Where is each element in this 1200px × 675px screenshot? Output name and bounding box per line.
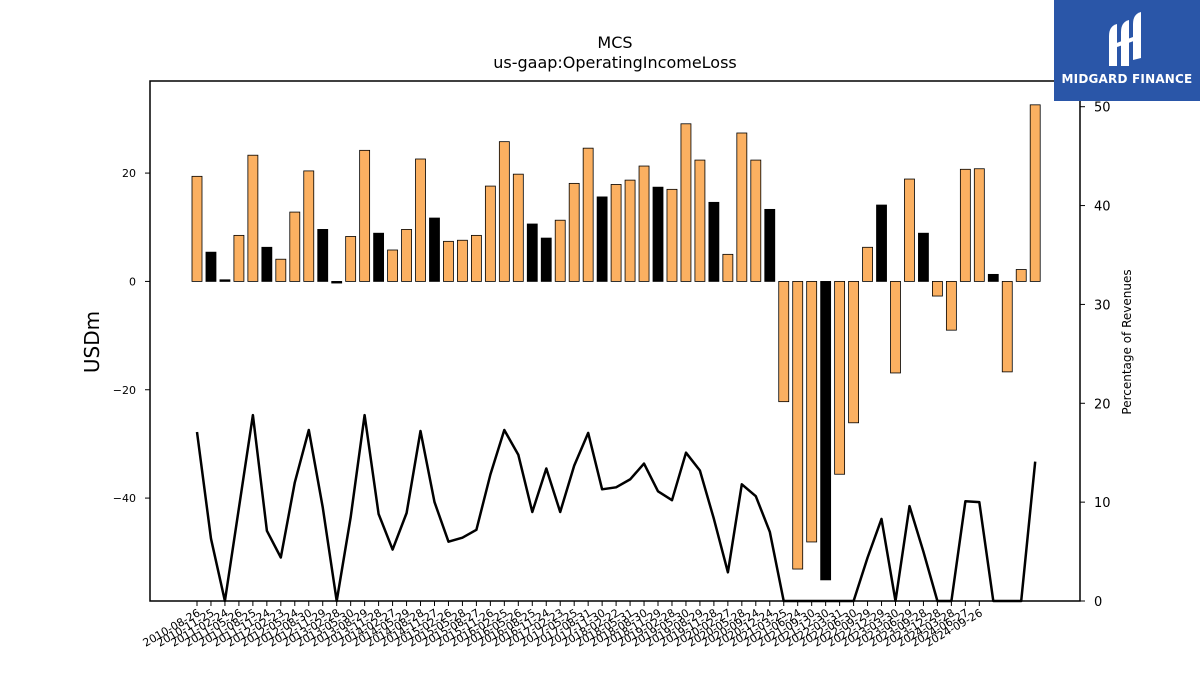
bar bbox=[736, 132, 748, 282]
midgard-logo-icon bbox=[1109, 12, 1141, 66]
y2-tick-label: 50 bbox=[1094, 101, 1111, 116]
bars-layer bbox=[191, 104, 1041, 581]
midgard-finance-logo: MIDGARD FINANCE bbox=[1054, 0, 1200, 101]
bar bbox=[415, 158, 426, 282]
bar bbox=[512, 173, 524, 282]
bar bbox=[652, 186, 664, 282]
y-axis-label: USDm bbox=[80, 311, 104, 373]
bar bbox=[722, 253, 734, 282]
bar bbox=[443, 240, 454, 282]
bar bbox=[568, 182, 580, 282]
bar bbox=[401, 229, 412, 282]
bar bbox=[540, 237, 552, 282]
bar bbox=[345, 236, 357, 282]
y-tick-label: −40 bbox=[113, 492, 136, 505]
chart-title: MCS bbox=[597, 33, 632, 52]
bar bbox=[582, 147, 594, 282]
bar bbox=[638, 165, 650, 282]
bar bbox=[932, 281, 943, 297]
bar bbox=[708, 201, 720, 282]
y2-tick-label: 10 bbox=[1094, 496, 1111, 511]
y-tick-label: 20 bbox=[122, 167, 136, 180]
bar bbox=[890, 281, 901, 374]
y2-axis: 50 40 30 20 10 0 bbox=[1080, 101, 1111, 610]
bar bbox=[918, 232, 929, 282]
bar bbox=[764, 208, 776, 282]
bar bbox=[484, 185, 496, 282]
y2-tick-label: 20 bbox=[1094, 397, 1111, 412]
bar bbox=[1015, 269, 1027, 282]
bar bbox=[289, 211, 301, 282]
bar bbox=[317, 229, 329, 282]
bar bbox=[191, 175, 203, 282]
bar bbox=[596, 196, 608, 282]
bar bbox=[275, 258, 287, 282]
bar bbox=[792, 281, 804, 570]
bar bbox=[373, 232, 385, 282]
bar bbox=[1029, 104, 1041, 282]
bar bbox=[694, 159, 706, 282]
bar bbox=[862, 246, 873, 282]
y2-tick-label: 40 bbox=[1094, 200, 1111, 215]
logo-text: MIDGARD FINANCE bbox=[1061, 72, 1193, 86]
y-tick-label: 0 bbox=[129, 275, 136, 288]
bar bbox=[303, 170, 315, 282]
bar bbox=[876, 204, 887, 282]
bar bbox=[457, 239, 468, 282]
bar bbox=[429, 217, 440, 282]
plot-frame bbox=[149, 80, 1081, 602]
x-axis: 2010-08-262010-11-252011-02-242011-05-26… bbox=[141, 601, 985, 650]
bar bbox=[778, 281, 790, 403]
bar bbox=[247, 154, 259, 282]
bar bbox=[666, 188, 678, 282]
y2-axis-label: Percentage of Revenues bbox=[1120, 269, 1134, 414]
bar bbox=[261, 246, 273, 282]
bar bbox=[973, 168, 985, 282]
bar bbox=[219, 279, 231, 282]
bar bbox=[806, 281, 818, 543]
bar bbox=[1001, 281, 1013, 373]
bar bbox=[848, 281, 859, 424]
bar bbox=[610, 184, 622, 282]
bar bbox=[680, 123, 692, 282]
percentage-line-layer bbox=[195, 413, 1037, 603]
y2-tick-label: 30 bbox=[1094, 298, 1111, 313]
bar bbox=[498, 141, 510, 282]
bar bbox=[331, 281, 343, 284]
bar bbox=[820, 281, 832, 581]
y-tick-label: −20 bbox=[113, 384, 136, 397]
bar bbox=[959, 168, 971, 282]
y2-tick-label: 0 bbox=[1094, 595, 1102, 610]
percentage-line bbox=[195, 413, 1037, 603]
bar bbox=[750, 159, 762, 282]
bar bbox=[987, 273, 999, 282]
chart-subtitle: us-gaap:OperatingIncomeLoss bbox=[493, 53, 737, 72]
y-axis: 20 0 −20 −40 bbox=[113, 167, 150, 505]
bar bbox=[526, 223, 538, 282]
bar bbox=[387, 249, 398, 282]
bar bbox=[359, 149, 371, 282]
bar bbox=[205, 251, 217, 282]
bar bbox=[233, 234, 245, 282]
bar bbox=[834, 281, 846, 475]
bar bbox=[945, 281, 957, 331]
bar bbox=[904, 178, 915, 282]
bar bbox=[624, 179, 636, 282]
bar bbox=[554, 219, 566, 282]
bar bbox=[470, 234, 482, 282]
